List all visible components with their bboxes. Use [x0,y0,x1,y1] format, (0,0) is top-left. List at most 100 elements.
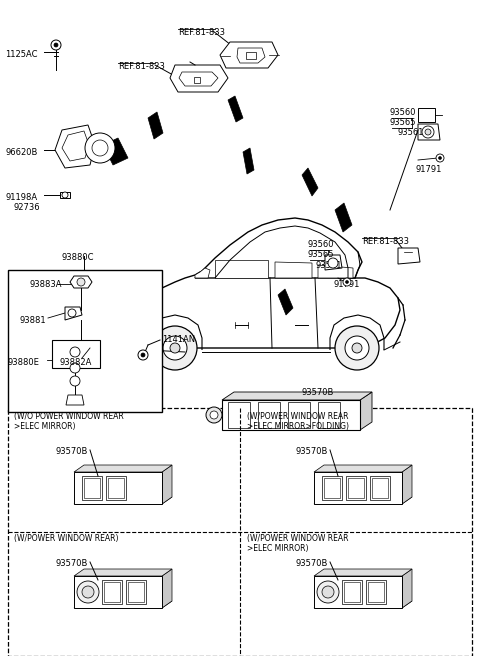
Polygon shape [130,262,400,355]
Polygon shape [418,124,440,140]
Polygon shape [288,402,310,428]
Polygon shape [194,77,200,83]
Polygon shape [220,42,278,68]
Polygon shape [222,400,360,430]
Circle shape [422,126,434,138]
Text: 93883A: 93883A [30,280,62,289]
Text: 93880E: 93880E [8,358,40,367]
Polygon shape [335,203,352,232]
Text: REF.81-833: REF.81-833 [178,28,225,37]
Circle shape [335,326,379,370]
Polygon shape [102,580,122,604]
Polygon shape [314,576,402,608]
Circle shape [439,157,442,159]
Polygon shape [228,96,243,122]
Polygon shape [74,465,172,472]
Polygon shape [8,270,162,412]
Circle shape [54,43,58,47]
Polygon shape [74,569,172,576]
Polygon shape [62,131,89,161]
Circle shape [352,343,362,353]
Text: REF.81-823: REF.81-823 [118,62,165,71]
Polygon shape [103,138,128,165]
Polygon shape [318,402,340,428]
Polygon shape [324,478,340,498]
Circle shape [70,347,80,357]
Text: 92736: 92736 [14,203,41,212]
Polygon shape [314,569,412,576]
Circle shape [206,407,222,423]
Circle shape [92,140,108,156]
Text: 93570B: 93570B [55,447,87,456]
Circle shape [82,586,94,598]
Text: 93565: 93565 [308,250,335,259]
Circle shape [141,353,145,357]
Polygon shape [215,260,268,278]
Polygon shape [108,478,124,498]
Polygon shape [8,408,472,656]
Text: (W/POWER WINDOW REAR): (W/POWER WINDOW REAR) [14,534,119,543]
Text: 93561: 93561 [397,128,423,137]
Polygon shape [228,402,250,428]
Polygon shape [135,300,155,320]
Polygon shape [246,52,256,59]
Polygon shape [325,255,342,270]
Polygon shape [195,218,362,278]
Text: 93882A: 93882A [60,358,92,367]
Polygon shape [222,392,372,400]
Polygon shape [360,392,372,430]
Polygon shape [398,248,420,264]
Polygon shape [237,48,265,63]
Text: 1141AN: 1141AN [162,335,195,344]
Polygon shape [104,582,120,602]
Polygon shape [314,601,412,608]
Polygon shape [179,72,218,86]
Polygon shape [318,265,353,278]
Circle shape [343,278,351,286]
Circle shape [346,281,348,283]
Polygon shape [60,192,70,198]
Polygon shape [314,472,402,504]
Text: (W/POWER WINDOW REAR
>ELEC MIRROR): (W/POWER WINDOW REAR >ELEC MIRROR) [247,534,348,554]
Text: 93565: 93565 [390,118,417,127]
Text: 91791: 91791 [334,280,360,289]
Polygon shape [65,307,82,320]
Polygon shape [348,478,364,498]
Text: 93560: 93560 [390,108,417,117]
Text: 93880C: 93880C [62,253,95,262]
Polygon shape [275,262,312,278]
Text: 93560: 93560 [308,240,335,249]
Polygon shape [402,465,412,504]
Circle shape [210,411,218,419]
Polygon shape [278,289,293,315]
Circle shape [425,129,431,135]
Polygon shape [162,569,172,608]
Polygon shape [258,402,280,428]
Circle shape [170,343,180,353]
Polygon shape [70,276,92,288]
Polygon shape [366,580,386,604]
Circle shape [153,326,197,370]
Polygon shape [128,582,144,602]
Circle shape [77,278,85,286]
Text: 91791: 91791 [416,165,443,174]
Text: (W/POWER WINDOW REAR
>ELEC MIRROR>FOLDING): (W/POWER WINDOW REAR >ELEC MIRROR>FOLDIN… [247,412,349,432]
Circle shape [345,336,369,360]
Circle shape [436,154,444,162]
Polygon shape [342,580,362,604]
Text: (W/O POWER WINDOW REAR
>ELEC MIRROR): (W/O POWER WINDOW REAR >ELEC MIRROR) [14,412,124,432]
Polygon shape [74,601,172,608]
Polygon shape [372,478,388,498]
Polygon shape [314,497,412,504]
Circle shape [317,581,339,603]
Polygon shape [302,168,318,196]
Polygon shape [52,340,100,368]
Circle shape [70,376,80,386]
Polygon shape [314,465,412,472]
Polygon shape [418,108,435,122]
Polygon shape [106,476,126,500]
Circle shape [138,350,148,360]
Text: 93570B: 93570B [295,559,327,568]
Circle shape [62,192,68,198]
Circle shape [51,40,61,50]
